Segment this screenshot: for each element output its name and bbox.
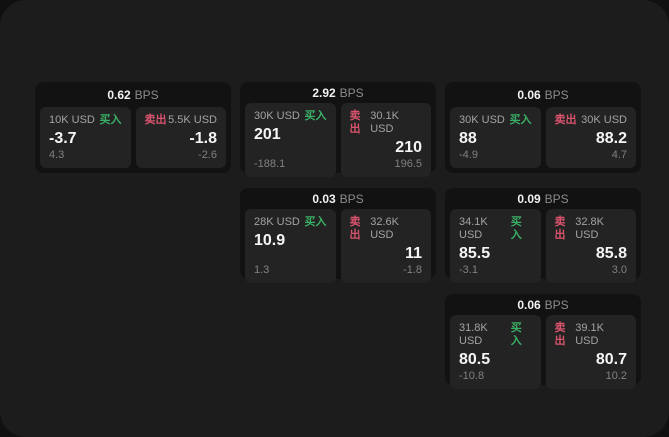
buy-size: 28K USD bbox=[254, 216, 300, 228]
quote-cards-grid: 0.62 BPS 10K USD 买入 -3.7 4.3 卖出 5.5K USD bbox=[35, 82, 641, 389]
sell-price: 80.7 bbox=[595, 351, 627, 368]
buy-size: 34.1K USD bbox=[459, 216, 488, 241]
sell-subvalue: 3.0 bbox=[611, 264, 627, 276]
quote-tiles: 10K USD 买入 -3.7 4.3 卖出 5.5K USD -1.8 -2.… bbox=[40, 107, 226, 168]
sell-subvalue: -2.6 bbox=[198, 149, 217, 161]
quote-card[interactable]: 0.03 BPS 28K USD 买入 10.9 1.3 卖出 32.6K US… bbox=[240, 188, 436, 283]
sell-price: -1.8 bbox=[189, 130, 217, 147]
spread-header: 0.06 BPS bbox=[450, 86, 636, 104]
quote-card[interactable]: 2.92 BPS 30K USD 买入 201 -188.1 卖出 30.1K … bbox=[240, 82, 436, 177]
sell-size: 32.6K USD bbox=[370, 216, 399, 241]
sell-label: 卖出 bbox=[554, 216, 566, 241]
spread-header: 2.92 BPS bbox=[245, 86, 431, 100]
buy-size: 30K USD bbox=[459, 114, 505, 126]
quote-tiles: 34.1K USD 买入 85.5 -3.1 卖出 32.8K USD 85.8… bbox=[450, 209, 636, 283]
spread-unit: BPS bbox=[544, 192, 569, 206]
sell-subvalue: 4.7 bbox=[611, 149, 627, 161]
buy-label: 买入 bbox=[304, 216, 327, 228]
sell-subvalue: 10.2 bbox=[605, 370, 627, 382]
quote-card[interactable]: 0.06 BPS 30K USD 买入 88 -4.9 卖出 30K USD bbox=[445, 82, 641, 173]
sell-size: 30K USD bbox=[581, 114, 627, 126]
spread-unit: BPS bbox=[339, 192, 364, 206]
quote-tiles: 30K USD 买入 88 -4.9 卖出 30K USD 88.2 4.7 bbox=[450, 107, 636, 168]
buy-subvalue: 1.3 bbox=[254, 264, 270, 276]
buy-label: 买入 bbox=[510, 216, 522, 241]
sell-subvalue: -1.8 bbox=[403, 264, 422, 276]
quote-tiles: 30K USD 买入 201 -188.1 卖出 30.1K USD 210 1… bbox=[245, 103, 431, 177]
buy-price: 88 bbox=[459, 130, 477, 147]
quote-tiles: 28K USD 买入 10.9 1.3 卖出 32.6K USD 11 -1.8 bbox=[245, 209, 431, 283]
spread-unit: BPS bbox=[544, 88, 569, 102]
spread-header: 0.03 BPS bbox=[245, 192, 431, 206]
buy-label: 买入 bbox=[509, 114, 532, 126]
sell-label: 卖出 bbox=[554, 322, 566, 347]
sell-tile[interactable]: 卖出 30.1K USD 210 196.5 bbox=[340, 103, 431, 177]
sell-price: 88.2 bbox=[595, 130, 627, 147]
buy-size: 31.8K USD bbox=[459, 322, 488, 347]
buy-subvalue: -4.9 bbox=[459, 149, 478, 161]
buy-size: 30K USD bbox=[254, 110, 300, 122]
buy-price: 85.5 bbox=[459, 245, 491, 262]
buy-tile[interactable]: 30K USD 买入 88 -4.9 bbox=[450, 107, 541, 168]
sell-label: 卖出 bbox=[144, 114, 167, 126]
sell-price: 11 bbox=[405, 245, 422, 262]
quote-card[interactable]: 0.06 BPS 31.8K USD 买入 80.5 -10.8 卖出 39.1… bbox=[445, 294, 641, 389]
buy-tile[interactable]: 30K USD 买入 201 -188.1 bbox=[245, 103, 336, 177]
sell-label: 卖出 bbox=[349, 216, 361, 241]
buy-tile[interactable]: 31.8K USD 买入 80.5 -10.8 bbox=[450, 315, 541, 389]
spread-value: 0.06 bbox=[517, 88, 541, 102]
buy-price: 201 bbox=[254, 126, 281, 143]
buy-subvalue: -3.1 bbox=[459, 264, 478, 276]
sell-tile[interactable]: 卖出 5.5K USD -1.8 -2.6 bbox=[135, 107, 226, 168]
buy-label: 买入 bbox=[510, 322, 522, 347]
spread-value: 0.06 bbox=[517, 298, 541, 312]
sell-size: 39.1K USD bbox=[575, 322, 604, 347]
sell-tile[interactable]: 卖出 39.1K USD 80.7 10.2 bbox=[545, 315, 636, 389]
sell-price: 210 bbox=[395, 139, 422, 156]
sell-tile[interactable]: 卖出 30K USD 88.2 4.7 bbox=[545, 107, 636, 168]
quote-card[interactable]: 0.09 BPS 34.1K USD 买入 85.5 -3.1 卖出 32.8K… bbox=[445, 188, 641, 283]
buy-label: 买入 bbox=[99, 114, 122, 126]
buy-tile[interactable]: 34.1K USD 买入 85.5 -3.1 bbox=[450, 209, 541, 283]
sell-tile[interactable]: 卖出 32.6K USD 11 -1.8 bbox=[340, 209, 431, 283]
spread-value: 2.92 bbox=[312, 86, 336, 100]
buy-label: 买入 bbox=[304, 110, 327, 122]
spread-header: 0.62 BPS bbox=[40, 86, 226, 104]
spread-header: 0.06 BPS bbox=[450, 298, 636, 312]
sell-label: 卖出 bbox=[554, 114, 577, 126]
sell-size: 5.5K USD bbox=[168, 114, 217, 126]
buy-price: 10.9 bbox=[254, 232, 286, 249]
buy-price: 80.5 bbox=[459, 351, 491, 368]
sell-price: 85.8 bbox=[595, 245, 627, 262]
spread-unit: BPS bbox=[544, 298, 569, 312]
buy-subvalue: -188.1 bbox=[254, 158, 286, 170]
sell-size: 30.1K USD bbox=[370, 110, 399, 135]
buy-size: 10K USD bbox=[49, 114, 95, 126]
spread-unit: BPS bbox=[339, 86, 364, 100]
spread-header: 0.09 BPS bbox=[450, 192, 636, 206]
buy-tile[interactable]: 28K USD 买入 10.9 1.3 bbox=[245, 209, 336, 283]
sell-tile[interactable]: 卖出 32.8K USD 85.8 3.0 bbox=[545, 209, 636, 283]
sell-label: 卖出 bbox=[349, 110, 361, 135]
buy-subvalue: 4.3 bbox=[49, 149, 65, 161]
buy-subvalue: -10.8 bbox=[459, 370, 485, 382]
quote-card[interactable]: 0.62 BPS 10K USD 买入 -3.7 4.3 卖出 5.5K USD bbox=[35, 82, 231, 173]
sell-subvalue: 196.5 bbox=[394, 158, 422, 170]
spread-value: 0.03 bbox=[312, 192, 336, 206]
spread-value: 0.62 bbox=[107, 88, 131, 102]
sell-size: 32.8K USD bbox=[575, 216, 604, 241]
spread-value: 0.09 bbox=[517, 192, 541, 206]
quote-tiles: 31.8K USD 买入 80.5 -10.8 卖出 39.1K USD 80.… bbox=[450, 315, 636, 389]
spread-unit: BPS bbox=[134, 88, 159, 102]
buy-price: -3.7 bbox=[49, 130, 77, 147]
buy-tile[interactable]: 10K USD 买入 -3.7 4.3 bbox=[40, 107, 131, 168]
